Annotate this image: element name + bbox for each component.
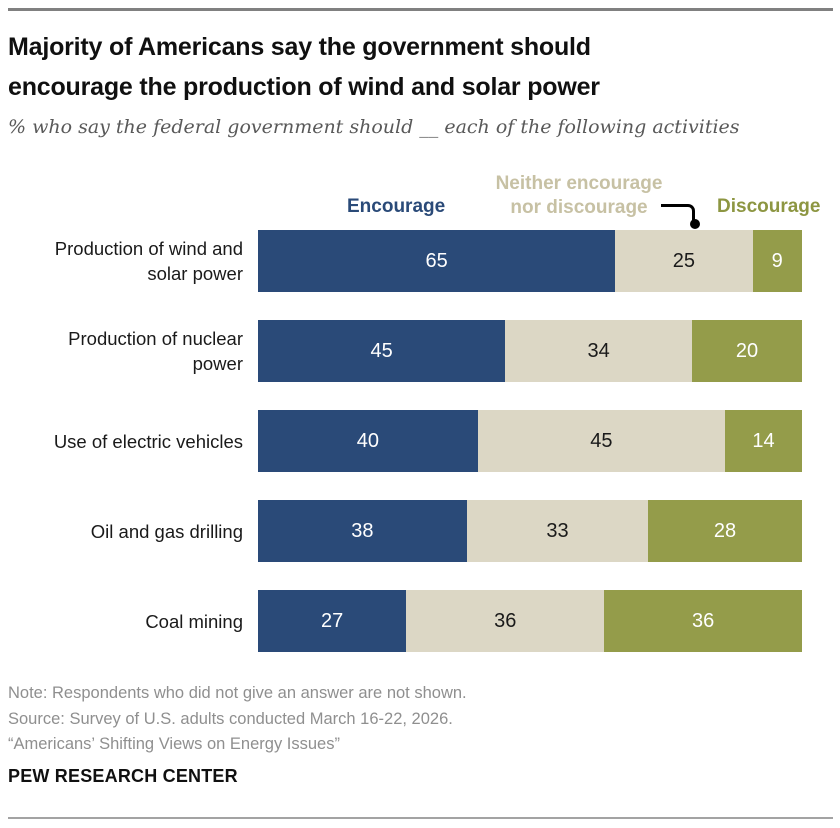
bar-segment-encourage: 27 [258, 590, 407, 652]
pew-research-center-wordmark: PEW RESEARCH CENTER [8, 766, 238, 786]
bar-segment-neither-encourage-nor-discourage: 34 [505, 320, 693, 382]
bar-value: 34 [587, 339, 610, 362]
legend-connector-line-icon [661, 204, 695, 222]
bar-segment-discourage: 36 [604, 590, 802, 652]
bottom-divider [8, 817, 833, 819]
bar-segment-discourage: 14 [725, 410, 802, 472]
bar-value: 65 [425, 249, 448, 272]
bar-group: 65 25 9 [258, 230, 802, 292]
bar-value: 33 [546, 519, 569, 542]
bar-value: 14 [752, 429, 775, 452]
bar-segment-neither-encourage-nor-discourage: 33 [466, 500, 649, 562]
legend-label-encourage: Encourage [347, 196, 446, 217]
bar-segment-encourage: 40 [258, 410, 478, 472]
chart-row: Production of wind and solar power 65 25 9 [8, 230, 817, 292]
bar-value: 36 [691, 609, 715, 632]
bar-value: 45 [590, 429, 613, 452]
bar-value: 9 [771, 249, 783, 272]
category-label: Production of nuclear power [68, 328, 243, 374]
chart-row: Coal mining 27 36 36 [8, 590, 817, 652]
bar-value: 28 [713, 519, 737, 542]
bar-segment-neither-encourage-nor-discourage: 36 [406, 590, 605, 652]
bar-group: 45 34 20 [258, 320, 802, 382]
citation-line: “Americans’ Shifting Views on Energy Iss… [8, 735, 340, 753]
bar-value: 40 [356, 429, 380, 452]
chart-row: Use of electric vehicles 40 45 14 [8, 410, 817, 472]
bar-group: 40 45 14 [258, 410, 802, 472]
category-label: Use of electric vehicles [53, 430, 243, 452]
bar-segment-discourage: 20 [692, 320, 802, 382]
category-label: Production of wind and solar power [54, 238, 243, 284]
category-label: Oil and gas drilling [90, 520, 243, 542]
chart-row: Production of nuclear power 45 34 20 [8, 320, 817, 382]
bar-segment-neither-encourage-nor-discourage: 25 [615, 230, 753, 292]
bar-segment-discourage: 28 [648, 500, 802, 562]
bar-segment-neither-encourage-nor-discourage: 45 [477, 410, 726, 472]
source-line: Source: Survey of U.S. adults conducted … [8, 709, 453, 728]
bar-group: 27 36 36 [258, 590, 802, 652]
category-label: Coal mining [145, 610, 243, 632]
legend-label-neither: Neither encourage nor discourage [495, 173, 663, 218]
chart-subtitle: % who say the federal government should … [8, 116, 740, 138]
legend-label-discourage: Discourage [717, 196, 821, 217]
bar-chart: Production of wind and solar power 65 25 9 P… [8, 230, 817, 680]
top-divider [8, 8, 833, 11]
bar-value: 36 [494, 609, 517, 632]
bar-value: 20 [735, 339, 759, 362]
bar-group: 38 33 28 [258, 500, 802, 562]
bar-segment-discourage: 9 [752, 230, 802, 292]
bar-segment-encourage: 45 [258, 320, 506, 382]
bar-value: 38 [351, 519, 374, 542]
bar-segment-encourage: 38 [258, 500, 467, 562]
bar-segment-encourage: 65 [258, 230, 616, 292]
footnotes: Note: Respondents who did not give an an… [8, 681, 808, 758]
bar-value: 27 [321, 609, 344, 632]
legend-connector-dot-icon [690, 219, 700, 229]
bar-value: 45 [370, 339, 393, 362]
chart-row: Oil and gas drilling 38 33 28 [8, 500, 817, 562]
bar-value: 25 [672, 249, 695, 272]
note-line: Note: Respondents who did not give an an… [8, 684, 467, 702]
chart-title: Majority of Americans say the government… [8, 33, 600, 101]
